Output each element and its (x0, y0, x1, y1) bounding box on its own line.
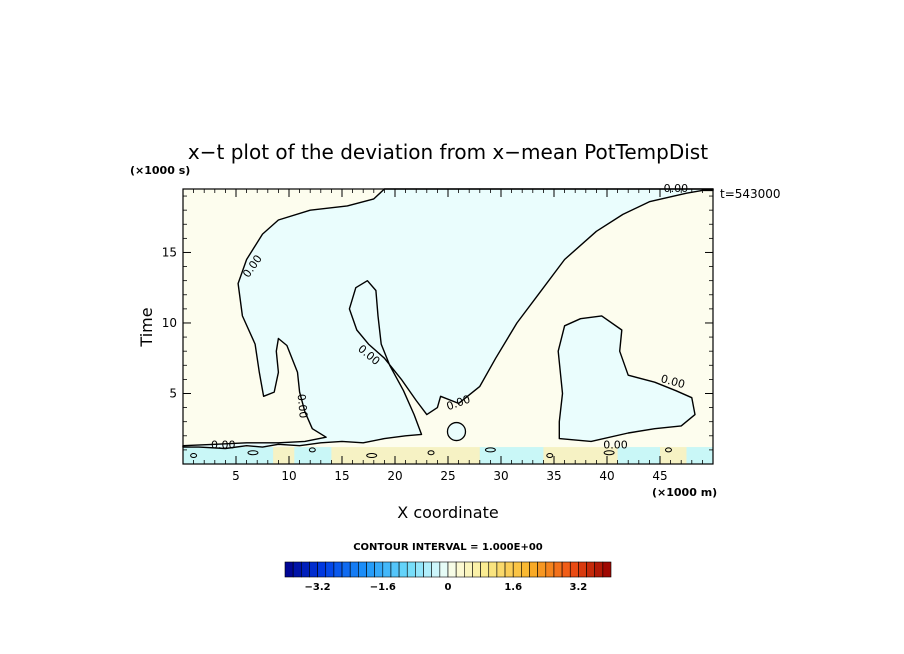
zero-contour-main (182, 188, 714, 450)
colorbar-swatch (496, 561, 506, 578)
x-tick-label: 20 (387, 469, 402, 483)
x-tick-label: 30 (493, 469, 508, 483)
colorbar-swatch (455, 561, 465, 578)
contour-label: 0.00 (295, 393, 310, 419)
colorbar-swatch (545, 561, 555, 578)
y-axis-label: Time (137, 307, 156, 347)
colorbar-swatch (333, 561, 343, 578)
x-tick-label: 45 (652, 469, 667, 483)
colorbar-swatch (431, 561, 441, 578)
colorbar-swatch (578, 561, 587, 578)
colorbar-swatch (447, 561, 457, 578)
y-tick-label: 15 (162, 245, 177, 259)
contour-label: 0.00 (211, 439, 236, 452)
small-contour-loop (664, 447, 672, 453)
colorbar-tick-label: −1.6 (370, 582, 396, 593)
colorbar-swatch (488, 561, 498, 578)
colorbar-swatch (480, 561, 490, 578)
colorbar-swatch (406, 561, 416, 578)
negative-blob-fill (558, 315, 695, 442)
colorbar-swatch (472, 561, 481, 578)
colorbar-swatch (358, 561, 367, 578)
contour-label: 0.00 (603, 439, 628, 452)
colorbar-swatch (586, 561, 595, 578)
small-contour-loop (308, 447, 316, 453)
contour-label-layer: 0.000.000.00 0.000.000.000.00 0.00 (211, 182, 688, 452)
colorbar-swatch (325, 561, 335, 578)
colorbar-swatch (309, 561, 318, 578)
band-negative-segment (686, 447, 713, 464)
colorbar-tick-label: −3.2 (305, 582, 331, 593)
x-tick-label: 35 (546, 469, 561, 483)
colorbar-tick-label: 0 (445, 582, 452, 593)
colorbar-swatch (366, 561, 375, 578)
colorbar-swatch (292, 561, 302, 578)
tick-marks (183, 189, 713, 464)
colorbar-swatch (284, 561, 294, 578)
contour-fill-layer (183, 189, 713, 449)
x-tick-label: 25 (440, 469, 455, 483)
negative-region-fill (183, 189, 713, 449)
colorbar-swatch (512, 561, 522, 578)
colorbar-swatch (382, 561, 392, 578)
colorbar-swatch (602, 561, 612, 578)
y-tick-label: 10 (162, 316, 177, 330)
y-tick-labels: 5 10 15 (162, 245, 177, 400)
x-unit-label: (×1000 m) (652, 486, 717, 499)
colorbar-swatch (317, 561, 327, 578)
colorbar-tick-label: 1.6 (504, 582, 522, 593)
colorbar-tick-label: 3.2 (570, 582, 588, 593)
small-contour-loop (446, 421, 467, 442)
colorbar-tick-labels: −3.2 −1.6 0 1.6 3.2 (305, 582, 588, 593)
colorbar (284, 561, 612, 578)
colorbar-swatch (341, 561, 351, 578)
time-stamp-label: t=543000 (720, 187, 781, 201)
chart-title: x−t plot of the deviation from x−mean Po… (188, 140, 708, 164)
colorbar-swatch (521, 561, 530, 578)
colorbar-swatch (463, 561, 473, 578)
colorbar-swatch (537, 561, 547, 578)
x-tick-label: 10 (281, 469, 296, 483)
zero-contour-right (557, 315, 696, 443)
band-negative-segment (479, 447, 544, 464)
band-negative-segment (617, 447, 660, 464)
x-tick-labels: 5 10 15 20 25 30 35 40 45 (232, 469, 667, 483)
colorbar-swatch (415, 561, 424, 578)
contour-label: 0.00 (659, 372, 686, 391)
small-contour-loop (546, 453, 554, 459)
small-contour-loop (366, 453, 378, 459)
colorbar-swatch (569, 561, 579, 578)
small-contour-loop (247, 450, 259, 456)
y-unit-label: (×1000 s) (130, 164, 190, 177)
plot-area: 0.000.000.00 0.000.000.000.00 0.00 (182, 182, 714, 465)
contour-line-layer (182, 188, 714, 459)
small-contour-loop (427, 450, 435, 456)
small-contour-loop (484, 447, 496, 453)
colorbar-swatch (529, 561, 538, 578)
colorbar-swatch (349, 561, 359, 578)
x-tick-label: 15 (334, 469, 349, 483)
colorbar-swatch (439, 561, 449, 578)
x-axis-label: X coordinate (397, 503, 498, 522)
small-contour-loop (190, 453, 198, 459)
small-contour-loop (603, 450, 615, 456)
band-negative-segment (294, 447, 332, 464)
colorbar-swatch (594, 561, 604, 578)
colorbar-swatch (504, 561, 514, 578)
colorbar-swatch (374, 561, 384, 578)
colorbar-swatch (398, 561, 408, 578)
x-tick-label: 40 (599, 469, 614, 483)
colorbar-swatch (300, 561, 310, 578)
colorbar-swatch (390, 561, 400, 578)
contour-interval-label: CONTOUR INTERVAL = 1.000E+00 (353, 542, 543, 553)
x-tick-label: 5 (232, 469, 240, 483)
colorbar-swatch (553, 561, 563, 578)
colorbar-swatch (561, 561, 571, 578)
colorbar-swatch (423, 561, 432, 578)
y-tick-label: 5 (169, 386, 177, 400)
